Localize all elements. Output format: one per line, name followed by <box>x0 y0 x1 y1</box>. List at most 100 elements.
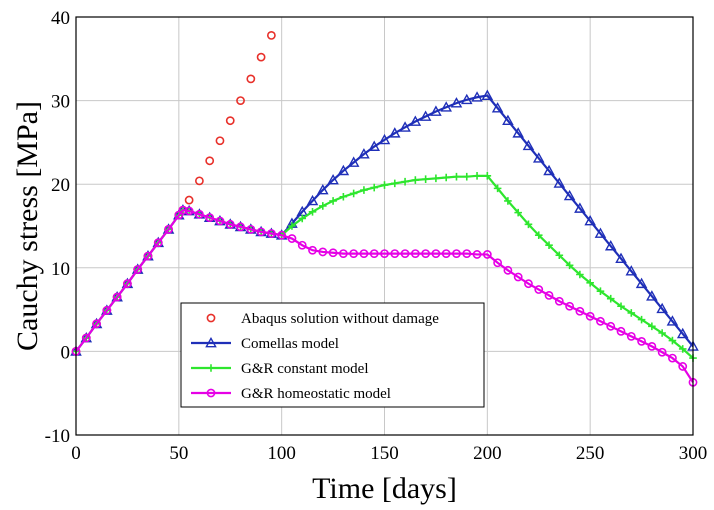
data-point <box>514 208 522 217</box>
data-point <box>225 219 235 229</box>
data-point <box>329 197 337 205</box>
data-point <box>491 102 504 113</box>
data-point <box>143 251 153 261</box>
data-point <box>512 127 524 138</box>
data-point <box>473 172 481 180</box>
data-point <box>215 216 225 226</box>
data-point <box>431 249 441 258</box>
legend-item: G&R constant model <box>191 361 369 377</box>
legend-marker <box>205 336 217 348</box>
data-point <box>411 176 420 184</box>
data-point <box>153 238 163 248</box>
data-point <box>337 164 350 176</box>
data-point <box>298 214 307 223</box>
data-point <box>606 321 616 331</box>
data-point <box>452 172 461 181</box>
data-point <box>287 234 297 243</box>
data-point <box>576 270 584 279</box>
data-point <box>277 230 287 240</box>
legend-marker <box>206 388 216 398</box>
data-point <box>358 148 370 159</box>
x-tick-label: 300 <box>679 443 708 464</box>
data-point <box>390 249 400 258</box>
x-axis-label: Time [days] <box>312 472 457 505</box>
data-point <box>378 133 391 145</box>
data-point <box>308 245 317 255</box>
data-point <box>625 265 638 276</box>
data-point <box>606 294 615 303</box>
legend-label: G&R homeostatic model <box>241 386 391 402</box>
data-point <box>676 327 689 339</box>
data-point <box>164 224 173 234</box>
data-point <box>617 302 625 311</box>
data-point <box>359 249 369 258</box>
data-point <box>616 326 626 336</box>
data-point <box>544 290 554 300</box>
data-point <box>534 231 543 239</box>
data-point <box>647 341 657 351</box>
data-point <box>339 192 348 201</box>
data-point <box>419 110 432 121</box>
data-point <box>349 189 358 198</box>
data-point <box>133 265 143 274</box>
legend-item: G&R homeostatic model <box>191 386 391 402</box>
data-point <box>553 177 566 188</box>
data-point <box>626 331 636 341</box>
data-point <box>493 184 502 193</box>
data-point <box>637 315 646 324</box>
series-line <box>75 208 694 383</box>
data-point <box>668 336 677 345</box>
data-point <box>102 306 112 315</box>
data-point <box>205 213 215 223</box>
data-point <box>440 101 452 112</box>
data-point <box>421 175 430 183</box>
legend-label: G&R constant model <box>241 361 369 377</box>
data-point <box>430 105 442 116</box>
data-point <box>563 189 576 201</box>
data-point <box>380 249 389 258</box>
data-point <box>421 249 431 258</box>
data-point <box>308 207 317 216</box>
data-point <box>637 336 646 346</box>
data-point <box>471 91 483 102</box>
data-point <box>594 227 607 238</box>
data-point <box>317 184 329 195</box>
data-point <box>481 89 494 100</box>
series-gandr-homeostatic-model <box>71 205 698 387</box>
data-point <box>306 194 319 206</box>
data-point <box>288 222 296 230</box>
legend-label: Comellas model <box>241 336 339 352</box>
data-point <box>441 249 451 258</box>
legend-item: Comellas model <box>191 336 339 352</box>
data-point <box>460 93 473 105</box>
data-point <box>615 252 627 263</box>
legend-item: Abaqus solution without damage <box>206 311 439 327</box>
data-point <box>368 140 381 151</box>
data-point <box>246 224 256 234</box>
data-point <box>92 319 101 329</box>
x-tick-label: 150 <box>370 443 399 464</box>
data-point <box>319 202 327 210</box>
data-point <box>627 309 636 317</box>
data-point <box>472 250 482 259</box>
data-point <box>450 97 463 108</box>
data-point <box>410 249 420 258</box>
data-point <box>565 261 574 270</box>
x-axis-ticks: 0 50 100 150 200 250 300 <box>71 443 707 464</box>
data-point <box>194 176 204 186</box>
x-tick-label: 50 <box>169 443 188 464</box>
data-point <box>400 249 410 258</box>
data-point <box>184 195 194 205</box>
data-point <box>524 279 533 289</box>
data-point <box>543 164 555 176</box>
data-point <box>646 290 658 301</box>
data-point <box>370 183 379 192</box>
data-point <box>658 329 666 337</box>
data-point <box>483 172 492 180</box>
y-tick-label: 0 <box>61 342 71 363</box>
data-point <box>678 362 688 371</box>
y-tick-label: 20 <box>51 175 70 196</box>
data-point <box>327 173 339 185</box>
x-tick-label: 100 <box>267 443 296 464</box>
